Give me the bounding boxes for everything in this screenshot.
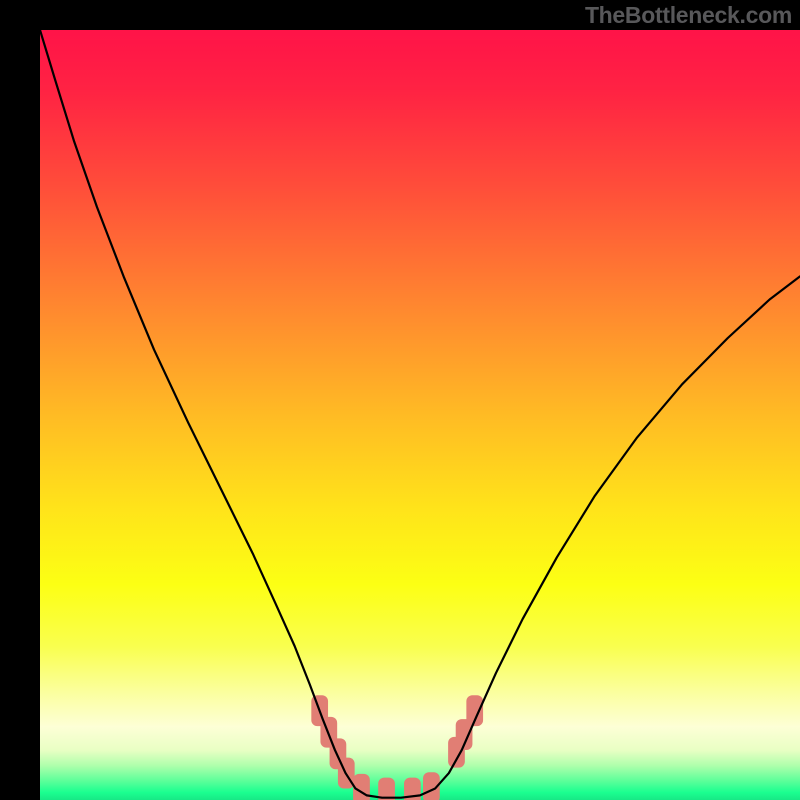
outer-frame: TheBottleneck.com — [0, 0, 800, 800]
plot-area — [40, 30, 800, 800]
plot-svg — [40, 30, 800, 800]
watermark-text: TheBottleneck.com — [585, 2, 792, 29]
plot-background — [40, 30, 800, 800]
